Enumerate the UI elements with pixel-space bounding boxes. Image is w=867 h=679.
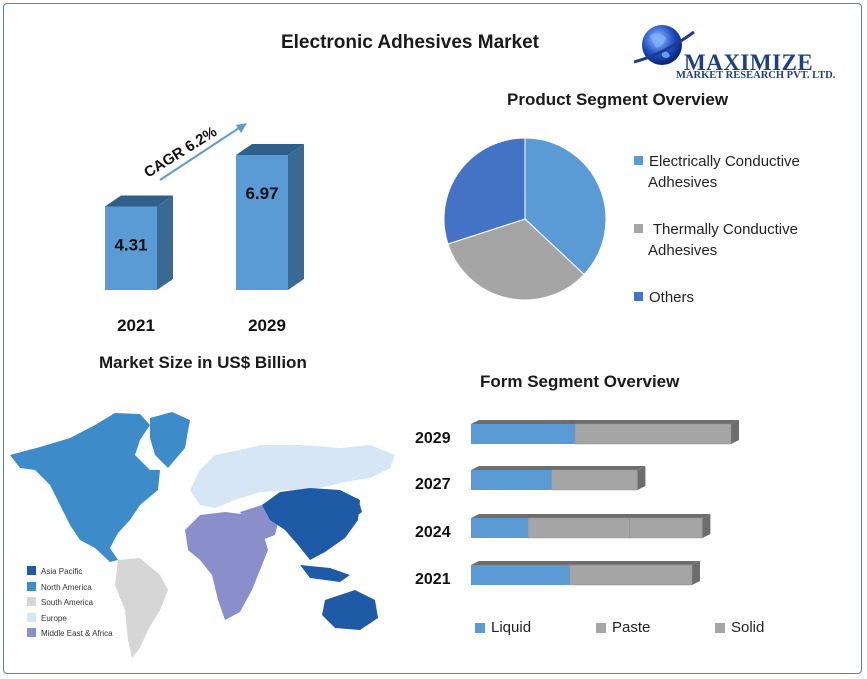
pie-slice-2	[443, 137, 526, 245]
map-legend-item: Asia Pacific	[27, 566, 113, 582]
map-legend-item: North America	[27, 581, 113, 598]
logo-subtitle: MARKET RESEARCH PVT. LTD.	[676, 70, 836, 81]
bar-side	[288, 144, 304, 290]
bar-top	[236, 144, 304, 155]
bar-top	[471, 466, 646, 470]
legend-label: Electrically Conductive	[649, 153, 800, 170]
legend-swatch	[27, 597, 36, 606]
legend-swatch	[715, 623, 725, 633]
bar-top	[471, 561, 700, 565]
bar-segment-liquid	[471, 518, 529, 538]
infographic-frame	[3, 3, 862, 674]
legend-swatch	[634, 156, 643, 165]
map-legend: Asia Pacific North America South America…	[27, 566, 113, 644]
map-legend-item: Middle East & Africa	[27, 628, 113, 644]
bar-top	[105, 195, 173, 207]
bar-category-label: 2029	[248, 316, 286, 335]
bar-top	[471, 420, 739, 424]
pie-slice-1	[447, 218, 585, 301]
cagr-arrow	[159, 125, 243, 181]
legend-label: North America	[41, 582, 92, 592]
bar-2029	[236, 155, 288, 290]
map-japan	[350, 498, 362, 518]
legend-label: Europe	[41, 613, 67, 623]
legend-label: Paste	[612, 619, 651, 636]
form-segment-title: Form Segment Overview	[480, 372, 680, 391]
map-north-america	[10, 413, 160, 562]
bar-category-label: 2024	[415, 524, 451, 541]
bar-category-label: 2029	[415, 430, 451, 447]
map-europe	[190, 445, 395, 508]
map-asia-pacific	[262, 488, 360, 560]
bar-segment-solid	[629, 517, 703, 539]
bar-end	[731, 420, 739, 444]
bar-2021	[105, 206, 157, 290]
bar-segment-paste	[569, 564, 693, 586]
form-legend-liquid: Liquid	[475, 619, 531, 636]
legend-swatch	[475, 623, 485, 633]
legend-label: Solid	[731, 619, 765, 636]
cagr-arrowhead	[236, 123, 247, 133]
market-size-label: Market Size in US$ Billion	[99, 353, 307, 372]
legend-label: South America	[41, 598, 94, 607]
legend-label: Asia Pacific	[41, 567, 83, 576]
legend-label: Others	[649, 289, 695, 306]
bar-segment-liquid	[471, 470, 552, 490]
bar-category-label: 2027	[415, 476, 451, 493]
bar-segment-paste	[551, 469, 638, 491]
legend-swatch	[27, 612, 36, 622]
map-indonesia	[300, 565, 350, 582]
bar-end	[637, 466, 646, 490]
map-greenland	[150, 412, 190, 468]
bar-value-label: 4.31	[114, 236, 147, 255]
bar-value-label: 6.97	[245, 184, 278, 203]
map-legend-item: South America	[27, 597, 113, 613]
legend-label: Middle East & Africa	[41, 629, 113, 638]
legend-label: Liquid	[491, 619, 532, 636]
bar-side	[157, 195, 173, 290]
bar-category-label: 2021	[117, 316, 155, 335]
map-south-america	[115, 558, 168, 658]
legend-label: Thermally Conductive	[649, 221, 798, 238]
legend-swatch	[596, 623, 606, 633]
logo-name: MAXIMIZE	[684, 50, 814, 75]
legend-item-electrically: Electrically Conductive Adhesives	[634, 151, 800, 193]
legend-swatch	[27, 628, 36, 637]
pie-slice-0	[524, 137, 607, 276]
form-legend-solid: Solid	[715, 619, 764, 636]
bar-end	[702, 514, 711, 538]
legend-item-thermally: Thermally Conductive Adhesives	[634, 219, 798, 261]
bar-segment-liquid	[471, 565, 570, 585]
legend-label: Adhesives	[648, 242, 718, 259]
map-australia	[322, 590, 378, 630]
bar-end	[692, 561, 700, 585]
legend-swatch	[634, 292, 643, 301]
bar-segment-liquid	[471, 424, 575, 444]
legend-item-others: Others	[634, 287, 694, 308]
bar-segment-paste	[574, 423, 732, 445]
legend-label: Adhesives	[648, 174, 718, 191]
legend-swatch	[634, 224, 643, 233]
map-africa	[185, 512, 268, 620]
legend-swatch	[27, 566, 36, 575]
bar-top	[471, 514, 711, 518]
legend-swatch	[27, 581, 36, 591]
map-legend-item: Europe	[27, 612, 113, 629]
page-title: Electronic Adhesives Market	[280, 32, 539, 53]
product-segment-title: Product Segment Overview	[507, 90, 729, 109]
bar-category-label: 2021	[415, 571, 451, 588]
form-legend-paste: Paste	[596, 619, 650, 636]
